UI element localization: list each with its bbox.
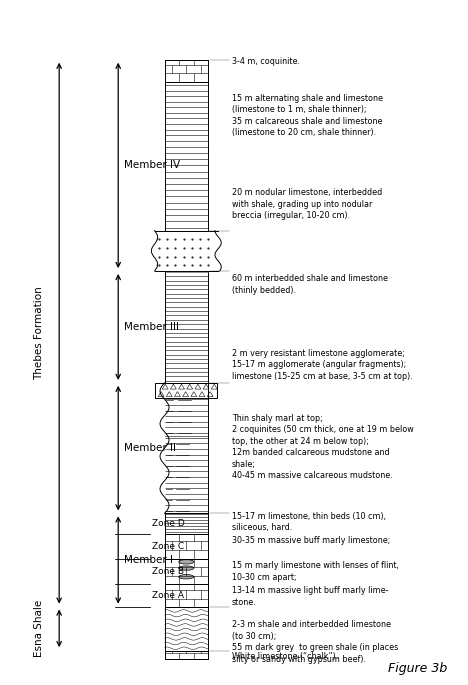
Text: 2 m very resistant limestone agglomerate;
15-17 m agglomerate (angular fragments: 2 m very resistant limestone agglomerate… xyxy=(232,349,412,381)
Text: 15 m marly limestone with lenses of flint,
10-30 cm apart;: 15 m marly limestone with lenses of flin… xyxy=(232,561,399,582)
Text: Thebes Formation: Thebes Formation xyxy=(34,286,44,380)
Ellipse shape xyxy=(179,566,194,570)
Text: Thin shaly marl at top;
2 coquinites (50 cm thick, one at 19 m below
top, the ot: Thin shaly marl at top; 2 coquinites (50… xyxy=(232,414,414,480)
Text: Zone A: Zone A xyxy=(152,590,184,599)
Text: Member III: Member III xyxy=(124,322,179,332)
Text: 13-14 m massive light buff marly lime-
stone.: 13-14 m massive light buff marly lime- s… xyxy=(232,586,388,606)
Text: Member I: Member I xyxy=(124,555,173,565)
Text: Zone D: Zone D xyxy=(152,519,185,528)
Text: 60 m interbedded shale and limestone
(thinly bedded).: 60 m interbedded shale and limestone (th… xyxy=(232,274,388,295)
Text: 20 m nodular limestone, interbedded
with shale, grading up into nodular
breccia : 20 m nodular limestone, interbedded with… xyxy=(232,188,382,221)
Text: Zone C: Zone C xyxy=(152,542,184,551)
Text: 15-17 m limestone, thin beds (10 cm),
siliceous, hard.: 15-17 m limestone, thin beds (10 cm), si… xyxy=(232,512,386,532)
Text: Esna Shale: Esna Shale xyxy=(34,600,44,657)
Ellipse shape xyxy=(179,575,194,579)
Text: Zone B: Zone B xyxy=(152,566,184,575)
Text: White limestone (“chalk”).: White limestone (“chalk”). xyxy=(232,652,338,661)
Polygon shape xyxy=(155,383,217,399)
Text: 30-35 m massive buff marly limestone;: 30-35 m massive buff marly limestone; xyxy=(232,536,390,545)
Text: Figure 3b: Figure 3b xyxy=(388,662,447,675)
Text: Member II: Member II xyxy=(124,443,176,453)
Text: Member IV: Member IV xyxy=(124,160,180,171)
Text: 15 m alternating shale and limestone
(limestone to 1 m, shale thinner);
35 m cal: 15 m alternating shale and limestone (li… xyxy=(232,94,383,137)
Text: 3-4 m, coquinite.: 3-4 m, coquinite. xyxy=(232,57,300,66)
Ellipse shape xyxy=(179,560,194,564)
Text: 2-3 m shale and interbedded limestone
(to 30 cm);
55 m dark grey  to green shale: 2-3 m shale and interbedded limestone (t… xyxy=(232,620,398,664)
